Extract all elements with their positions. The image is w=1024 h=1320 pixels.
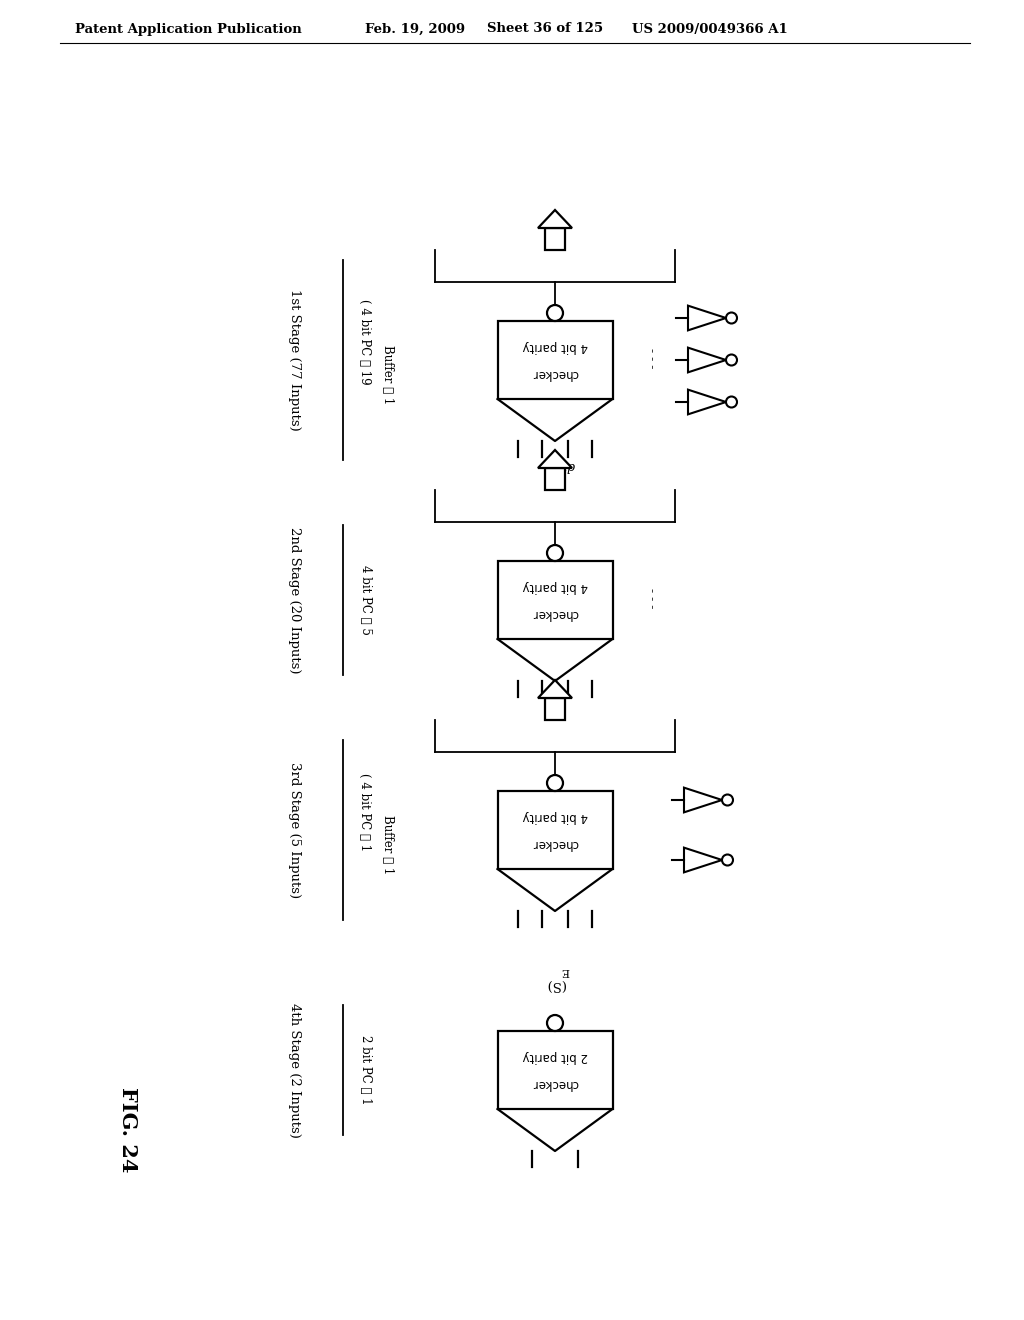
- Bar: [498, 561, 612, 639]
- Circle shape: [547, 775, 563, 791]
- Text: 4 bit PC ⋯ 5: 4 bit PC ⋯ 5: [358, 565, 372, 635]
- Text: 1st Stage (77 Inputs): 1st Stage (77 Inputs): [289, 289, 301, 430]
- Text: checker: checker: [531, 1077, 579, 1089]
- Bar: [498, 791, 612, 869]
- Polygon shape: [684, 847, 722, 873]
- Circle shape: [726, 355, 737, 366]
- Circle shape: [726, 313, 737, 323]
- Polygon shape: [545, 469, 565, 490]
- Circle shape: [547, 1015, 563, 1031]
- Text: Buffer ⋯ 1: Buffer ⋯ 1: [381, 346, 393, 405]
- Text: E: E: [561, 966, 569, 975]
- Text: 4 bit parity: 4 bit parity: [522, 810, 588, 824]
- Bar: [498, 1031, 612, 1109]
- Text: US 2009/0049366 A1: US 2009/0049366 A1: [632, 22, 787, 36]
- Text: 2 bit PC ⋯ 1: 2 bit PC ⋯ 1: [358, 1035, 372, 1105]
- Text: 2nd Stage (20 Inputs): 2nd Stage (20 Inputs): [289, 527, 301, 673]
- Circle shape: [726, 396, 737, 408]
- Text: (S): (S): [546, 978, 564, 991]
- Text: Sheet 36 of 125: Sheet 36 of 125: [487, 22, 603, 36]
- Polygon shape: [538, 210, 572, 228]
- Circle shape: [722, 795, 733, 805]
- Polygon shape: [545, 698, 565, 719]
- Circle shape: [547, 305, 563, 321]
- Text: - - -: - - -: [645, 347, 658, 368]
- Text: ( 4 bit PC ⋯ 19: ( 4 bit PC ⋯ 19: [358, 300, 372, 385]
- Text: Buffer ⋯ 1: Buffer ⋯ 1: [381, 816, 393, 875]
- Polygon shape: [498, 399, 612, 441]
- Polygon shape: [538, 680, 572, 698]
- Text: 4 bit parity: 4 bit parity: [522, 341, 588, 354]
- Polygon shape: [688, 389, 726, 414]
- Text: checker: checker: [531, 606, 579, 619]
- Text: FIG. 24: FIG. 24: [118, 1088, 138, 1172]
- Polygon shape: [684, 788, 722, 812]
- Polygon shape: [688, 347, 726, 372]
- Text: 4 bit parity: 4 bit parity: [522, 581, 588, 594]
- Text: Feb. 19, 2009: Feb. 19, 2009: [365, 22, 465, 36]
- Polygon shape: [498, 639, 612, 681]
- Text: 2 bit parity: 2 bit parity: [522, 1051, 588, 1064]
- Polygon shape: [538, 450, 572, 469]
- Polygon shape: [498, 1109, 612, 1151]
- Text: Patent Application Publication: Patent Application Publication: [75, 22, 302, 36]
- Text: 3rd Stage (5 Inputs): 3rd Stage (5 Inputs): [289, 762, 301, 898]
- Polygon shape: [688, 306, 726, 330]
- Circle shape: [722, 854, 733, 866]
- Text: di, si: di, si: [545, 459, 575, 473]
- Polygon shape: [545, 228, 565, 249]
- Text: - - -: - - -: [645, 587, 658, 609]
- Text: ( 4 bit PC ⋯ 1: ( 4 bit PC ⋯ 1: [358, 774, 372, 851]
- Polygon shape: [498, 869, 612, 911]
- Text: checker: checker: [531, 367, 579, 380]
- Circle shape: [547, 545, 563, 561]
- Text: 4th Stage (2 Inputs): 4th Stage (2 Inputs): [289, 1003, 301, 1138]
- Text: checker: checker: [531, 837, 579, 850]
- Bar: [498, 321, 612, 399]
